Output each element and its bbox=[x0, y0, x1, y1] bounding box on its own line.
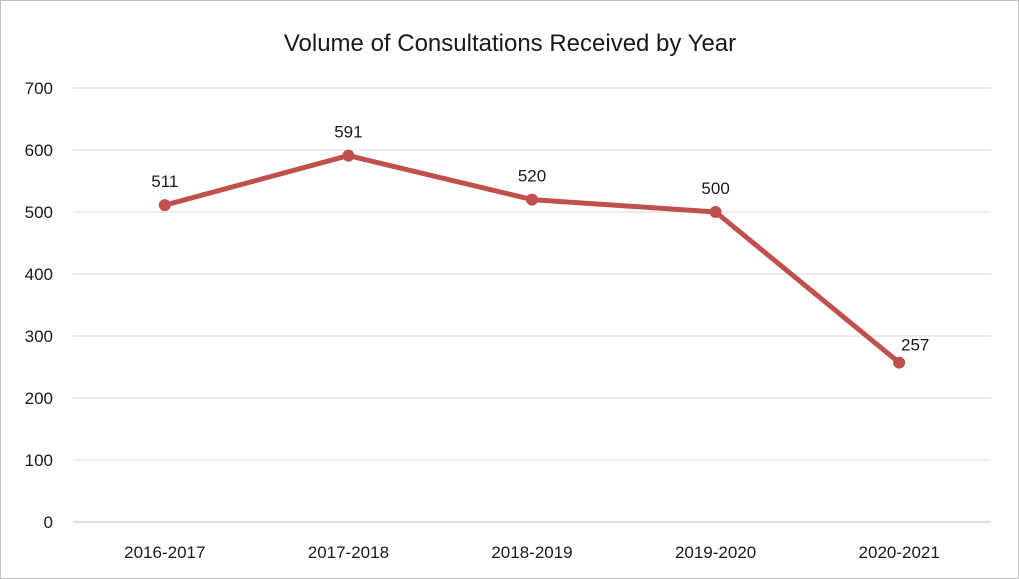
data-label: 520 bbox=[518, 167, 546, 186]
y-tick-label: 500 bbox=[25, 203, 53, 222]
series-line bbox=[162, 153, 902, 366]
data-label: 257 bbox=[901, 336, 929, 355]
x-tick-label: 2019-2020 bbox=[675, 543, 756, 562]
y-tick-label: 200 bbox=[25, 389, 53, 408]
data-point bbox=[709, 206, 722, 218]
data-labels: 511 591 520 500 257 bbox=[151, 123, 929, 355]
y-tick-label: 400 bbox=[25, 265, 53, 284]
data-label: 591 bbox=[334, 123, 362, 142]
data-point bbox=[526, 193, 538, 206]
x-tick-label: 2017-2018 bbox=[308, 543, 389, 562]
x-tick-label: 2016-2017 bbox=[124, 543, 205, 562]
y-tick-label: 700 bbox=[25, 79, 53, 98]
y-tick-label: 100 bbox=[25, 451, 53, 470]
y-axis-ticks: 0 100 200 300 400 500 600 700 bbox=[25, 79, 53, 532]
x-tick-label: 2018-2019 bbox=[491, 543, 572, 562]
x-axis-ticks: 2016-2017 2017-2018 2018-2019 2019-2020 2020… bbox=[124, 543, 940, 562]
y-tick-label: 300 bbox=[25, 327, 53, 346]
y-tick-label: 0 bbox=[44, 513, 53, 532]
series-consultations bbox=[158, 149, 906, 369]
data-point bbox=[158, 199, 171, 212]
y-tick-label: 600 bbox=[25, 141, 53, 160]
data-label: 511 bbox=[151, 172, 178, 191]
data-point bbox=[893, 356, 906, 369]
data-point bbox=[342, 149, 355, 162]
x-tick-label: 2020-2021 bbox=[859, 543, 940, 562]
chart-title: Volume of Consultations Received by Year bbox=[284, 30, 736, 57]
data-label: 500 bbox=[701, 179, 729, 198]
gridlines bbox=[73, 87, 991, 523]
